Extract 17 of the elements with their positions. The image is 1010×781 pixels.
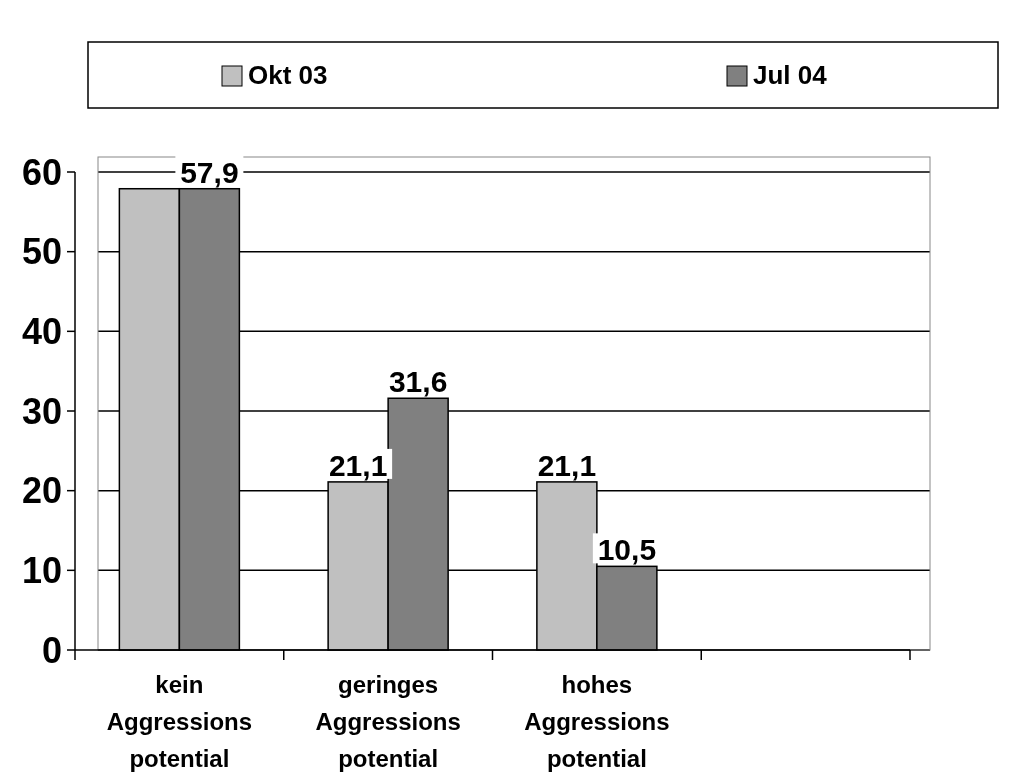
data-label: 10,5	[597, 533, 657, 567]
y-tick-label: 20	[21, 470, 62, 512]
x-tick-label: geringes Aggressions potential	[315, 671, 461, 772]
data-label: 21,1	[328, 448, 388, 482]
y-tick-label: 10	[21, 549, 62, 591]
data-label: 57,9	[180, 155, 239, 189]
legend-label: Okt 03	[248, 60, 328, 90]
data-label: 31,6	[388, 365, 448, 399]
y-tick-label: 60	[21, 151, 62, 193]
x-tick-label: kein Aggressions potential	[106, 671, 253, 772]
y-tick-label: 50	[21, 231, 62, 273]
y-tick-label: 30	[21, 390, 62, 432]
data-label: 21,1	[537, 448, 597, 482]
x-tick-label: hohes Aggressions potential	[524, 671, 670, 772]
y-tick-label: 40	[21, 310, 62, 352]
y-tick-label: 0	[41, 629, 62, 671]
legend-label: Jul 04	[753, 60, 828, 90]
